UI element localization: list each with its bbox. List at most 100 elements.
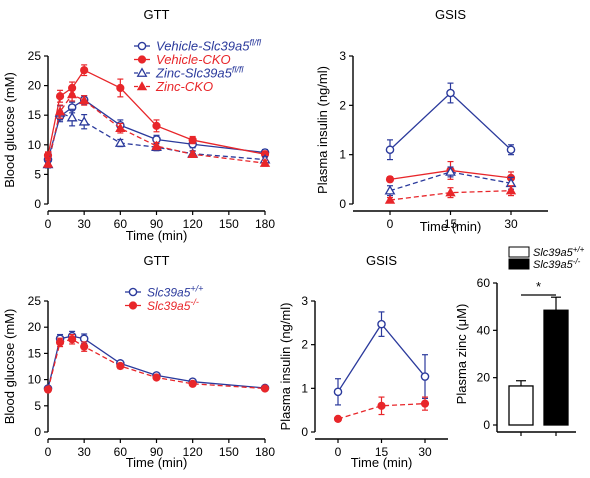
y-tick-label: 2 [301,338,308,352]
y-tick-label: 20 [477,371,491,385]
x-tick-label: 30 [504,217,518,231]
legend-marker [137,41,147,51]
data-point [43,385,53,394]
legend-label: Vehicle-Slc39a5fl/fl [156,38,262,54]
data-point [187,148,198,158]
legend-gtt-top: Vehicle-Slc39a5fl/flVehicle-CKOZinc-Slc3… [134,38,262,94]
legend-marker [136,67,148,77]
x-tick-label: 60 [114,217,128,231]
y-axis-label: Blood glucose (mM) [2,72,17,188]
data-point [66,89,78,99]
data-point [377,401,386,410]
x-tick-label: 0 [387,217,394,231]
data-point [385,175,395,184]
legend-marker [137,55,147,64]
x-tick-label: 0 [335,445,342,459]
legend-label: Vehicle-CKO [156,52,231,67]
data-point [116,361,125,371]
legend-gtt-bottom: Slc39a5+/+Slc39a5-/- [125,284,203,313]
x-tick-label: 60 [114,445,128,459]
y-tick-label: 2 [339,98,346,112]
data-point [152,121,161,130]
data-point [188,379,197,388]
data-point [505,185,517,195]
data-point [78,116,90,126]
data-point [152,373,161,382]
series-3 [384,185,517,204]
x-axis-label: Time (min) [126,455,188,470]
data-point [80,66,89,75]
data-point [384,185,396,195]
series-line [337,402,426,420]
data-point [79,334,89,344]
y-tick-label: 0 [301,425,308,439]
x-tick-label: 180 [255,445,275,459]
chart-panel-4: 0 20 40 60 Plasma zinc (μM) * [454,276,576,436]
x-tick-label: 0 [45,217,52,231]
y-axis-label: Plasma insulin (ng/ml) [278,303,293,431]
data-point [55,338,65,347]
y-tick-label: 0 [34,425,41,439]
x-tick-label: 30 [77,445,91,459]
legend-marker [136,81,148,91]
y-tick-label: 25 [28,49,42,63]
chart-title: GSIS [366,253,397,268]
legend-label: Zinc-Slc39a5fl/fl [155,65,244,81]
y-tick-label: 0 [34,197,41,211]
legend-label: Slc39a5+/+ [533,245,585,259]
data-point [420,399,430,408]
data-point [80,342,89,351]
series-0 [385,82,516,161]
data-point [151,140,162,150]
y-axis-label: Plasma insulin (ng/ml) [315,66,330,194]
y-axis-label: Blood glucose (mM) [2,309,17,425]
y-tick-label: 15 [28,346,42,360]
series-0 [43,330,270,393]
y-tick-label: 0 [483,418,490,432]
legend-label: Slc39a5-/- [147,297,199,313]
y-tick-label: 10 [28,138,42,152]
series-1 [43,333,270,394]
series-line [389,171,512,192]
x-tick-label: 30 [418,445,432,459]
y-axis-label: Plasma zinc (μM) [454,304,469,405]
data-point [377,319,386,329]
data-point [420,372,430,381]
y-tick-label: 1 [301,381,308,395]
data-point [55,92,65,101]
data-point [115,122,126,132]
series-1 [333,396,430,423]
y-tick-label: 20 [28,79,42,93]
y-tick-label: 40 [477,323,491,337]
legend-zinc: Slc39a5+/+Slc39a5-/- [508,245,585,271]
data-point [385,145,395,155]
data-point [68,335,77,344]
data-point [445,166,456,176]
y-tick-label: 1 [339,148,346,162]
data-point [66,111,78,122]
x-tick-label: 150 [219,445,239,459]
significance-mark: * [536,279,541,294]
legend-label: Zinc-CKO [155,79,213,94]
legend-label: Slc39a5+/+ [147,284,203,300]
x-tick-label: 0 [45,445,52,459]
legend-marker [128,287,138,297]
data-point [506,145,516,155]
series-line [47,93,266,164]
legend-swatch [508,258,530,270]
x-axis-label: Time (min) [126,228,188,243]
y-tick-label: 60 [477,276,491,290]
data-point [333,414,343,423]
data-point [188,135,197,145]
bar [508,385,534,426]
chart-title: GTT [144,7,170,22]
legend-swatch [508,246,530,258]
data-point [54,106,66,116]
data-point [260,384,270,393]
bar [543,309,569,426]
data-point [79,95,90,105]
legend-label: Slc39a5-/- [533,257,581,271]
data-point [42,158,54,168]
x-axis-label: Time (min) [351,455,413,470]
